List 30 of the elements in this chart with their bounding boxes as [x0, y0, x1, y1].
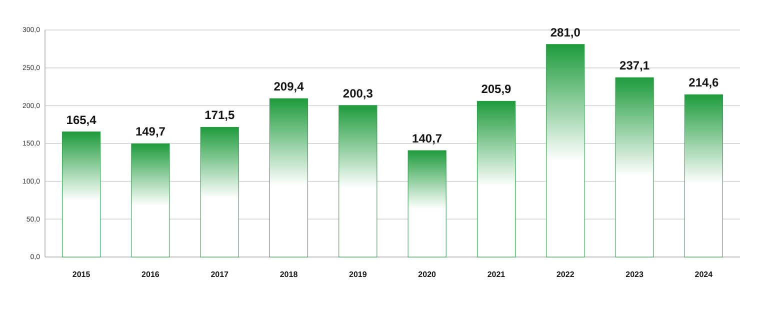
bar: [62, 132, 101, 258]
x-tick-label: 2019: [349, 270, 368, 279]
x-tick-label: 2024: [694, 270, 714, 279]
bar: [408, 150, 446, 258]
bar: [131, 143, 170, 258]
bar: [684, 94, 723, 258]
data-label: 200,3: [342, 86, 374, 100]
data-label: 165,4: [66, 112, 97, 127]
data-label: 205,9: [481, 82, 512, 96]
data-label: 209,4: [274, 80, 304, 94]
data-label: 149,7: [135, 124, 166, 139]
bar: [270, 98, 308, 258]
data-label: 214,6: [688, 76, 720, 90]
data-label: 171,5: [204, 108, 235, 122]
x-tick-label: 2017: [210, 270, 230, 279]
x-tick-label: 2023: [626, 270, 644, 279]
bar: [476, 100, 516, 258]
x-tick-label: 2015: [72, 270, 91, 279]
data-label: 237,1: [620, 58, 650, 73]
x-tick-label: 2021: [487, 270, 506, 279]
x-tick-label: 2022: [556, 270, 575, 279]
data-label: 281,0: [550, 25, 581, 40]
x-tick-label: 2020: [418, 270, 437, 279]
bar: [546, 44, 585, 258]
data-label: 140,7: [412, 132, 442, 146]
x-tick-label: 2016: [142, 270, 160, 279]
x-tick-label: 2018: [280, 270, 298, 279]
bar: [200, 126, 239, 258]
bar: [615, 77, 654, 258]
bar: [338, 105, 378, 258]
